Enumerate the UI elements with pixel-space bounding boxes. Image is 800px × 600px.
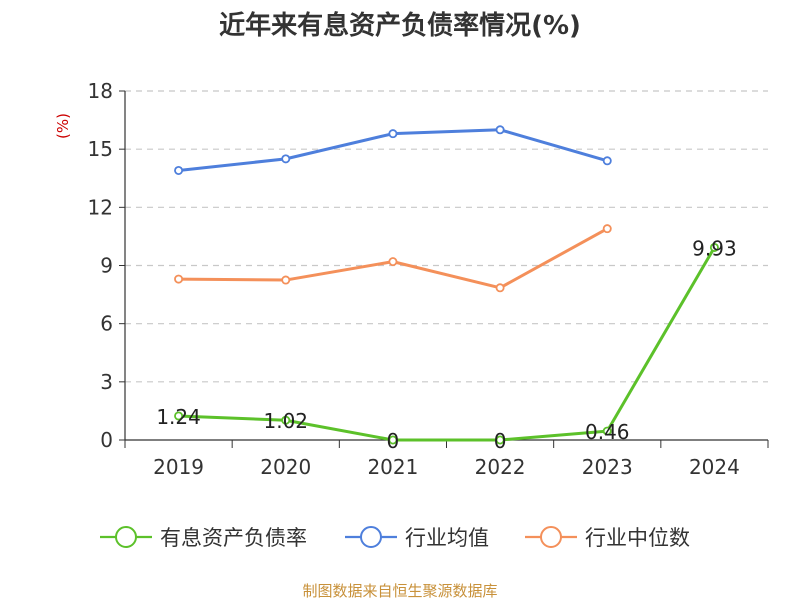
x-tick-label: 2023 [582,455,633,479]
series-group [174,125,719,445]
y-tick-label: 0 [100,428,113,452]
data-point[interactable] [174,165,184,175]
y-tick-label: 18 [88,79,113,103]
axes: 0 3 6 9 12 15 18 2019 2020 2021 2022 2023 2024 [88,79,769,479]
data-point[interactable] [602,156,612,166]
y-tick-label: 15 [88,137,113,161]
data-label: 1.02 [263,409,308,433]
data-point[interactable] [281,154,291,164]
data-label: 0 [494,429,507,453]
legend-marker [360,526,382,548]
legend-marker [540,526,562,548]
legend[interactable]: 有息资产负债率 行业均值 行业中位数 [100,526,690,550]
legend-item-0[interactable]: 有息资产负债率 [100,526,307,550]
series-0 [174,242,719,445]
legend-item-1[interactable]: 行业均值 [345,526,489,550]
data-label: 0.46 [585,420,630,444]
data-label: 0 [387,429,400,453]
x-tick-label: 2019 [153,455,204,479]
data-point[interactable] [281,415,291,425]
y-tick-label: 12 [88,195,113,219]
source-note: 制图数据来自恒生聚源数据库 [302,582,497,600]
data-point[interactable] [388,435,398,445]
y-tick-label: 6 [100,312,113,336]
data-point[interactable] [495,125,505,135]
data-point[interactable] [174,274,184,284]
data-label: 1.24 [156,405,201,429]
data-point[interactable] [174,411,184,421]
legend-item-2[interactable]: 行业中位数 [525,526,690,550]
data-point[interactable] [388,129,398,139]
x-tick-label: 2024 [689,455,740,479]
series-1 [174,125,612,175]
gridlines [125,90,768,383]
legend-label: 行业中位数 [585,526,690,550]
legend-label: 有息资产负债率 [160,526,307,550]
legend-marker [115,526,137,548]
data-point[interactable] [281,275,291,285]
x-tick-label: 2022 [475,455,526,479]
data-point[interactable] [709,242,719,252]
series-line [178,246,716,442]
data-point[interactable] [602,224,612,234]
x-tick-label: 2020 [260,455,311,479]
x-tick-label: 2021 [367,455,418,479]
y-tick-label: 3 [100,370,113,394]
data-point[interactable] [602,426,612,436]
data-point[interactable] [495,435,505,445]
chart-title: 近年来有息资产负债率情况(%) [219,10,581,41]
series-2 [174,224,612,293]
legend-label: 行业均值 [405,526,489,550]
y-axis-unit: (%) [54,113,72,139]
data-labels: 1.24 1.02 0 0 0.46 9.93 [156,236,736,453]
y-tick-label: 9 [100,254,113,278]
data-label: 9.93 [692,236,737,260]
data-point[interactable] [388,257,398,267]
data-point[interactable] [495,283,505,293]
